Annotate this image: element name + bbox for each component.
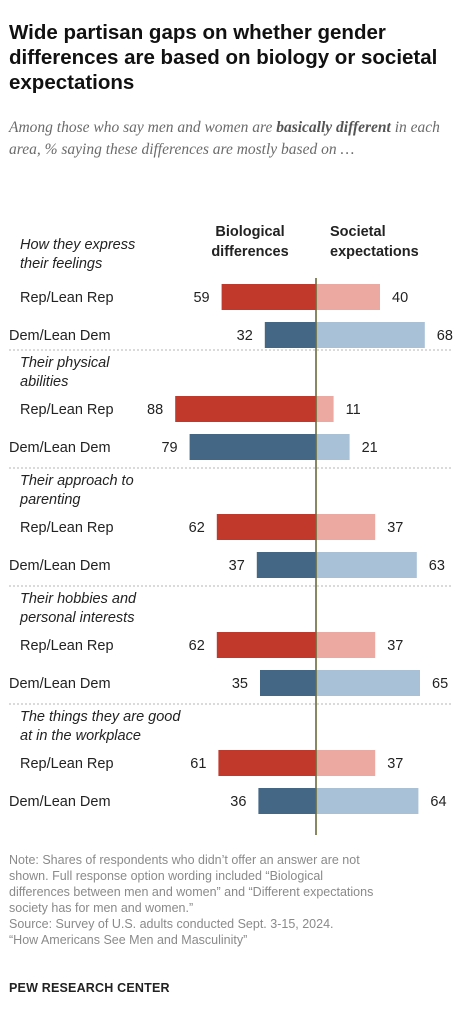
row-label: Rep/Lean Rep [20, 290, 114, 306]
chart-note: Note: Shares of respondents who didn’t o… [9, 852, 454, 948]
group-label: parenting [19, 492, 80, 508]
report-title-line: “How Americans See Men and Masculinity” [9, 933, 248, 947]
chart-title: Wide partisan gaps on whether gender dif… [9, 21, 438, 94]
value-label-biological: 37 [229, 558, 245, 574]
group-label: Their physical [20, 355, 110, 371]
group-label: at in the workplace [20, 728, 141, 744]
value-label-biological: 35 [232, 676, 248, 692]
bar-biological [258, 788, 316, 814]
group-label: abilities [20, 374, 68, 390]
column-header-biological: differences [211, 244, 288, 260]
note-line: society has for men and women.” [9, 901, 194, 915]
value-label-biological: 36 [230, 794, 246, 810]
bar-biological [221, 284, 316, 310]
column-header-biological: Biological [215, 224, 284, 240]
group-label: Their approach to [20, 473, 134, 489]
bar-societal [316, 514, 376, 540]
value-label-societal: 37 [387, 638, 403, 654]
row-label: Rep/Lean Rep [20, 520, 114, 536]
bar-biological [256, 552, 316, 578]
value-label-biological: 61 [190, 756, 206, 772]
row-label: Dem/Lean Dem [9, 328, 111, 344]
bar-societal [316, 284, 380, 310]
bar-societal [316, 788, 419, 814]
value-label-societal: 68 [437, 328, 453, 344]
group-label: their feelings [20, 256, 102, 272]
value-label-societal: 21 [362, 440, 378, 456]
note-line: Note: Shares of respondents who didn’t o… [9, 853, 360, 867]
bar-societal [316, 632, 376, 658]
group-label: personal interests [19, 610, 134, 626]
value-label-societal: 63 [429, 558, 445, 574]
bar-biological [218, 750, 316, 776]
group-label: Their hobbies and [20, 591, 137, 607]
group-label: The things they are good [20, 709, 181, 725]
value-label-societal: 65 [432, 676, 448, 692]
subtitle-bold: basically different [276, 119, 391, 136]
bar-biological [260, 670, 316, 696]
value-label-societal: 64 [430, 794, 446, 810]
bar-biological [175, 396, 316, 422]
diverging-bar-chart: Biological differences Societal expectation… [9, 224, 453, 835]
source-line: Source: Survey of U.S. adults conducted … [9, 917, 334, 931]
value-label-biological: 62 [189, 520, 205, 536]
subtitle-part1: Among those who say men and women are [9, 119, 277, 136]
group-label: How they express [20, 237, 135, 253]
bar-biological [264, 322, 316, 348]
row-label: Dem/Lean Dem [9, 794, 111, 810]
value-label-societal: 37 [387, 756, 403, 772]
value-label-biological: 32 [237, 328, 253, 344]
bar-societal [316, 434, 350, 460]
value-label-biological: 62 [189, 638, 205, 654]
value-label-biological: 59 [193, 290, 209, 306]
column-header-societal: Societal [330, 224, 386, 240]
row-label: Rep/Lean Rep [20, 756, 114, 772]
bar-biological [216, 514, 316, 540]
bar-biological [189, 434, 316, 460]
value-label-societal: 37 [387, 520, 403, 536]
column-header-societal: expectations [330, 244, 419, 260]
bar-societal [316, 670, 420, 696]
value-label-biological: 79 [161, 440, 177, 456]
organization-logo-text: PEW RESEARCH CENTER [9, 981, 170, 995]
bar-societal [316, 396, 334, 422]
value-label-societal: 40 [392, 290, 408, 306]
note-line: differences between men and women” and “… [9, 885, 374, 899]
note-line: shown. Full response option wording incl… [9, 869, 324, 883]
row-label: Rep/Lean Rep [20, 402, 114, 418]
row-label: Dem/Lean Dem [9, 440, 111, 456]
subtitle-part2: in each area, % saying these differences… [9, 119, 440, 158]
bar-societal [316, 322, 425, 348]
row-label: Dem/Lean Dem [9, 558, 111, 574]
bar-societal [316, 750, 376, 776]
bar-biological [216, 632, 316, 658]
bar-societal [316, 552, 417, 578]
chart-subtitle: Among those who say men and women are ba… [9, 117, 449, 161]
value-label-societal: 11 [346, 402, 361, 418]
row-label: Dem/Lean Dem [9, 676, 111, 692]
row-label: Rep/Lean Rep [20, 638, 114, 654]
value-label-biological: 88 [147, 402, 163, 418]
